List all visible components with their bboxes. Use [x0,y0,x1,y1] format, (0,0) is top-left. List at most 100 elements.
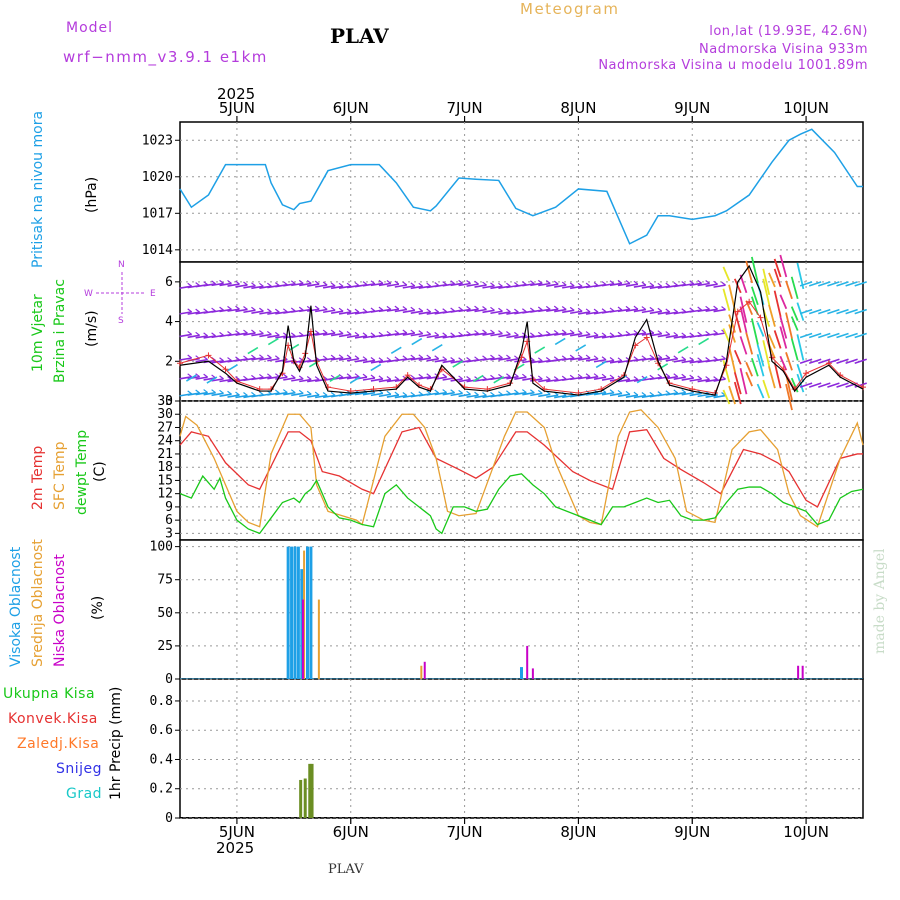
precip-bar [310,763,314,818]
cloud-bar [301,599,304,679]
wind-arrow-head [514,389,519,394]
pressure-tick-label: 1023 [142,133,173,148]
wind-arrow [329,374,341,382]
wind-arrow [773,361,782,389]
wind-arrow [728,324,736,343]
wind-arrow-head [267,330,272,335]
wind-arrow-head [338,373,344,378]
wind-arrow-head [227,305,232,310]
wind-arrow-head [641,329,647,334]
wind-arrow-head [689,374,695,379]
wind-arrow-head [394,391,400,396]
wind-arrow-head [545,280,551,284]
wind-arrow [195,335,208,339]
wind-arrow [836,332,849,339]
cloud-bar [293,546,297,679]
bottom-day-label: 8JUN [560,823,597,841]
wind-arrow-head [426,308,432,313]
wind-arrow-head [529,389,535,394]
wind-arrow-head [633,376,639,381]
wind-arrow-head [235,376,240,381]
wind-arrow [179,333,192,338]
wind-arrow-head [673,308,679,313]
wind-arrow-head [434,389,440,394]
wind-gust-point [734,308,741,315]
wind-arrow-head [370,307,376,312]
wind-arrow-head [649,329,655,334]
wind-arrow [299,282,312,287]
wind-arrow-head [442,332,448,337]
wind-arrow [705,394,718,398]
wind-arrow [546,308,559,312]
wind-arrow [562,357,575,361]
wind-arrow-head [458,375,463,380]
wind-arrow [577,375,591,380]
wind-arrow-head [195,389,201,394]
wind-arrow-head [322,355,328,360]
wind-arrow [307,283,320,287]
wind-arrow [808,332,822,339]
wind-arrow [474,284,487,288]
pressure-unit: (hPa) [84,176,100,213]
wind-arrow-head [306,357,312,362]
wind-arrow-head [697,279,703,284]
wind-arrow [790,316,799,331]
wind-arrow [235,308,248,313]
cloud-mid-label: Srednja Oblacnost [30,539,46,667]
precip-bar [299,779,303,818]
bottom-day-label: 7JUN [446,823,483,841]
wind-arrow-head [330,391,336,396]
wind-arrow [595,360,607,369]
wind-arrow [378,378,392,383]
wind-arrow [649,285,662,290]
wind-arrow [739,296,748,323]
wind-arrow [179,357,192,361]
wind-gust-point [222,366,229,373]
temperature-tick-label: 9 [165,500,173,515]
wind-arrow [378,393,392,398]
wind-arrow-head [235,330,240,335]
wind-arrow [426,357,439,362]
wind-arrow-head [577,282,583,287]
wind-arrow [498,311,511,315]
wind-arrow-head [641,355,647,360]
wind-arrow-head [705,357,710,361]
wind-arrow [538,378,551,383]
wind-arrow-head [633,305,639,310]
temp-2m-line [179,426,863,508]
wind-arrow [458,378,471,383]
wind-arrow [722,389,731,405]
cloud-bar [296,546,300,679]
wind-gust-point [177,360,183,367]
wind-arrow [546,283,559,287]
wind-arrow-head [243,281,248,286]
wind-arrow-head [474,305,479,310]
wind-arrow-head [673,389,679,394]
wind-arrow-head [394,280,400,285]
wind-arrow-head [466,390,471,395]
wind-arrow-head [713,356,718,361]
wind-arrow-head [617,357,623,362]
wind-arrow-head [267,373,272,378]
wind-arrow [609,392,623,397]
wind-arrow-head [601,281,607,286]
wind-arrow-head [601,373,607,378]
wind-arrow-head [251,374,256,379]
top-day-label: 5JUN [218,99,255,117]
wind-arrow-head [386,279,392,284]
wind-arrow-head [378,306,384,311]
wind-arrow [750,256,759,284]
wind-arrow [179,311,192,315]
wind-arrow [773,330,782,349]
wind-arrow [522,282,535,287]
wind-arrow-head [418,354,424,359]
wind-arrow-head [219,331,224,336]
wind-arrow [362,359,376,364]
cloud-tick-label: 0 [165,672,173,687]
wind-arrow-head [498,282,503,287]
wind-arrow [562,309,575,314]
wind-arrow [466,283,479,287]
bottom-day-label: 10JUN [783,823,829,841]
compass-s: S [118,316,124,326]
wind-arrow-head [490,282,495,287]
